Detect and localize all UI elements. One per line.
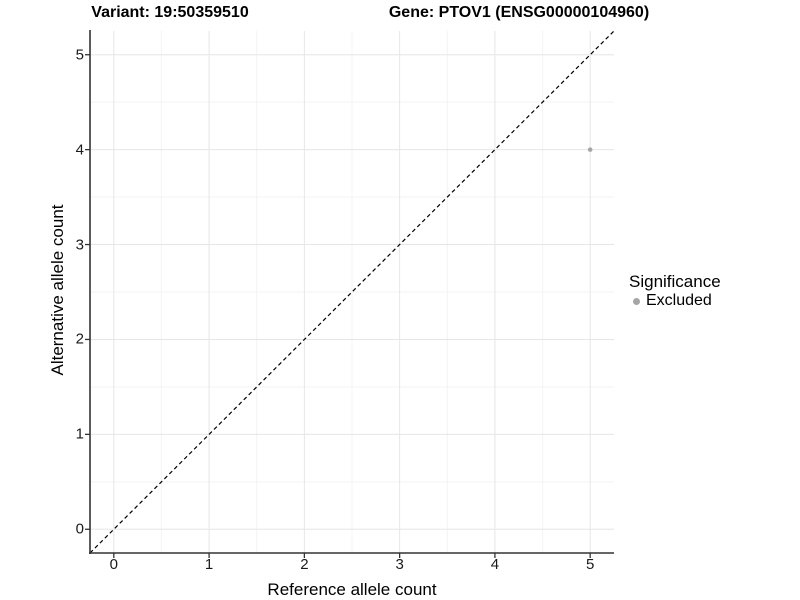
x-tick-label: 3 (395, 556, 404, 573)
y-tick-label: 5 (75, 46, 84, 64)
identity-dashed-line (89, 30, 615, 554)
legend-title: Significance (629, 272, 721, 291)
excluded-point-icon (633, 297, 640, 305)
gene-title: Gene: PTOV1 (ENSG00000104960) (388, 4, 650, 21)
y-tick-label: 2 (75, 330, 84, 348)
x-tick-label: 5 (586, 556, 595, 573)
y-tick-label: 4 (75, 141, 84, 159)
data-point-excluded (587, 147, 593, 152)
legend: Significance Excluded (629, 272, 721, 310)
x-tick-label: 1 (204, 556, 214, 573)
y-tick-label: 0 (75, 520, 84, 538)
y-tick-label: 3 (75, 236, 84, 254)
legend-entry-label: Excluded (646, 292, 712, 309)
y-axis-title: Alternative allele count (48, 204, 67, 376)
x-tick-label: 0 (109, 556, 118, 573)
y-tick-label: 1 (75, 425, 84, 443)
variant-title: Variant: 19:50359510 (91, 4, 249, 21)
x-tick-label: 4 (490, 556, 500, 573)
x-axis-title: Reference allele count (267, 580, 437, 599)
legend-entry-excluded: Excluded (629, 292, 721, 310)
x-tick-label: 2 (300, 556, 309, 573)
